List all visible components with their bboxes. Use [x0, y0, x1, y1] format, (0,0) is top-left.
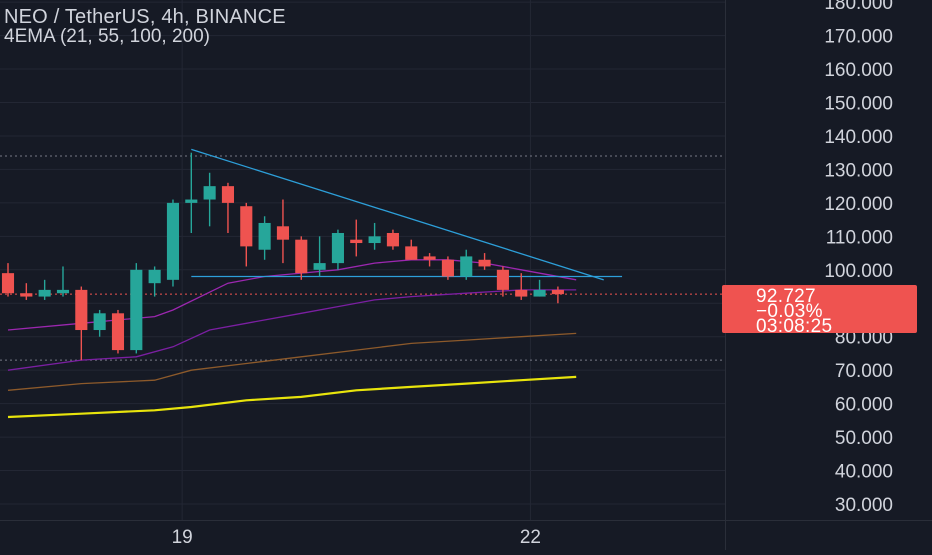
price-tick-label: 150.000 [824, 94, 893, 115]
price-tick-label: 100.000 [824, 261, 893, 282]
candle [185, 152, 198, 233]
candle [75, 286, 88, 361]
candle [460, 249, 473, 280]
candle-body [551, 289, 564, 295]
candle [496, 266, 509, 297]
symbol-title[interactable]: NEO / TetherUS, 4h, BINANCE [4, 6, 286, 28]
candle [331, 229, 344, 270]
candle [258, 216, 271, 260]
candle-body [515, 289, 528, 297]
candle-body [221, 186, 235, 203]
reference-lines [0, 155, 725, 361]
bar-countdown: 03:08:25 [756, 316, 833, 337]
candle-body [240, 206, 253, 247]
current-price-value: 92.727 [756, 286, 816, 307]
candle-body [1, 273, 15, 294]
candle [423, 253, 436, 267]
candle-body [331, 232, 344, 264]
price-tick-label: 180.000 [824, 0, 893, 14]
candle [405, 239, 418, 260]
candle-body [496, 269, 509, 290]
ema-100-line [7, 332, 577, 391]
candle [148, 266, 161, 297]
candle [111, 309, 125, 354]
price-change: −0.03% [756, 301, 823, 322]
descending-resistance-trendline[interactable] [191, 148, 604, 281]
candle [93, 309, 106, 337]
price-tick-label: 70.000 [835, 361, 893, 382]
candle-body [533, 289, 546, 297]
candles [1, 152, 564, 361]
indicator-label[interactable]: 4EMA (21, 55, 100, 200) [4, 26, 210, 47]
candle [515, 273, 528, 300]
candle-body [130, 269, 143, 351]
candle [1, 263, 15, 297]
candle-body [386, 232, 399, 247]
candle-body [423, 256, 436, 260]
candle-body [460, 256, 473, 277]
candle-body [295, 239, 308, 274]
current-price-tag: 92.727 −0.03% 03:08:25 [722, 285, 917, 337]
candle-body [258, 222, 271, 250]
candle [38, 279, 51, 300]
time-tick-label: 19 [172, 527, 193, 548]
candle-body [276, 226, 289, 240]
candle [56, 266, 70, 297]
candle [221, 182, 235, 233]
candle [368, 222, 381, 250]
candle-body [75, 289, 88, 331]
candle [551, 286, 564, 304]
time-axis[interactable]: 19 22 [172, 527, 541, 548]
candle-body [56, 289, 70, 294]
price-tick-label: 140.000 [824, 127, 893, 148]
ema-200-line [7, 375, 577, 419]
price-tick-label: 120.000 [824, 194, 893, 215]
ema-55-line [7, 289, 577, 371]
candle-body [478, 259, 491, 267]
candle [276, 199, 289, 264]
candle [350, 219, 363, 257]
candle-body [405, 246, 418, 260]
candle-body [111, 313, 125, 351]
candle [533, 279, 546, 297]
price-axis[interactable]: 30.00040.00050.00060.00070.00080.00090.0… [824, 0, 893, 516]
candle [478, 253, 491, 270]
candle-body [350, 239, 363, 244]
ema-lines [7, 259, 577, 419]
candle-body [203, 186, 216, 200]
candle-body [368, 236, 381, 244]
price-tick-label: 160.000 [824, 60, 893, 81]
price-tick-label: 30.000 [835, 495, 893, 516]
candle [441, 256, 454, 280]
ema-21-line [7, 259, 577, 331]
candle-body [93, 313, 106, 331]
candle [313, 236, 326, 277]
candle-body [185, 199, 198, 203]
candle [203, 172, 216, 227]
time-tick-label: 22 [520, 527, 541, 548]
candle [240, 202, 253, 267]
price-tick-label: 60.000 [835, 395, 893, 416]
candle [130, 263, 143, 354]
candle-body [166, 202, 180, 280]
candle [295, 236, 308, 280]
price-tick-label: 130.000 [824, 160, 893, 181]
price-tick-label: 110.000 [826, 227, 893, 248]
candle [386, 229, 399, 250]
price-tick-label: 170.000 [824, 27, 893, 48]
candle-body [148, 269, 161, 284]
candle-body [313, 263, 326, 270]
price-tick-label: 50.000 [835, 428, 893, 449]
candle [166, 199, 180, 287]
price-tick-label: 40.000 [835, 462, 893, 483]
trendlines[interactable] [191, 148, 623, 281]
candle-body [441, 259, 454, 277]
candle [20, 283, 33, 300]
candle-body [20, 293, 33, 297]
candle-body [38, 289, 51, 297]
